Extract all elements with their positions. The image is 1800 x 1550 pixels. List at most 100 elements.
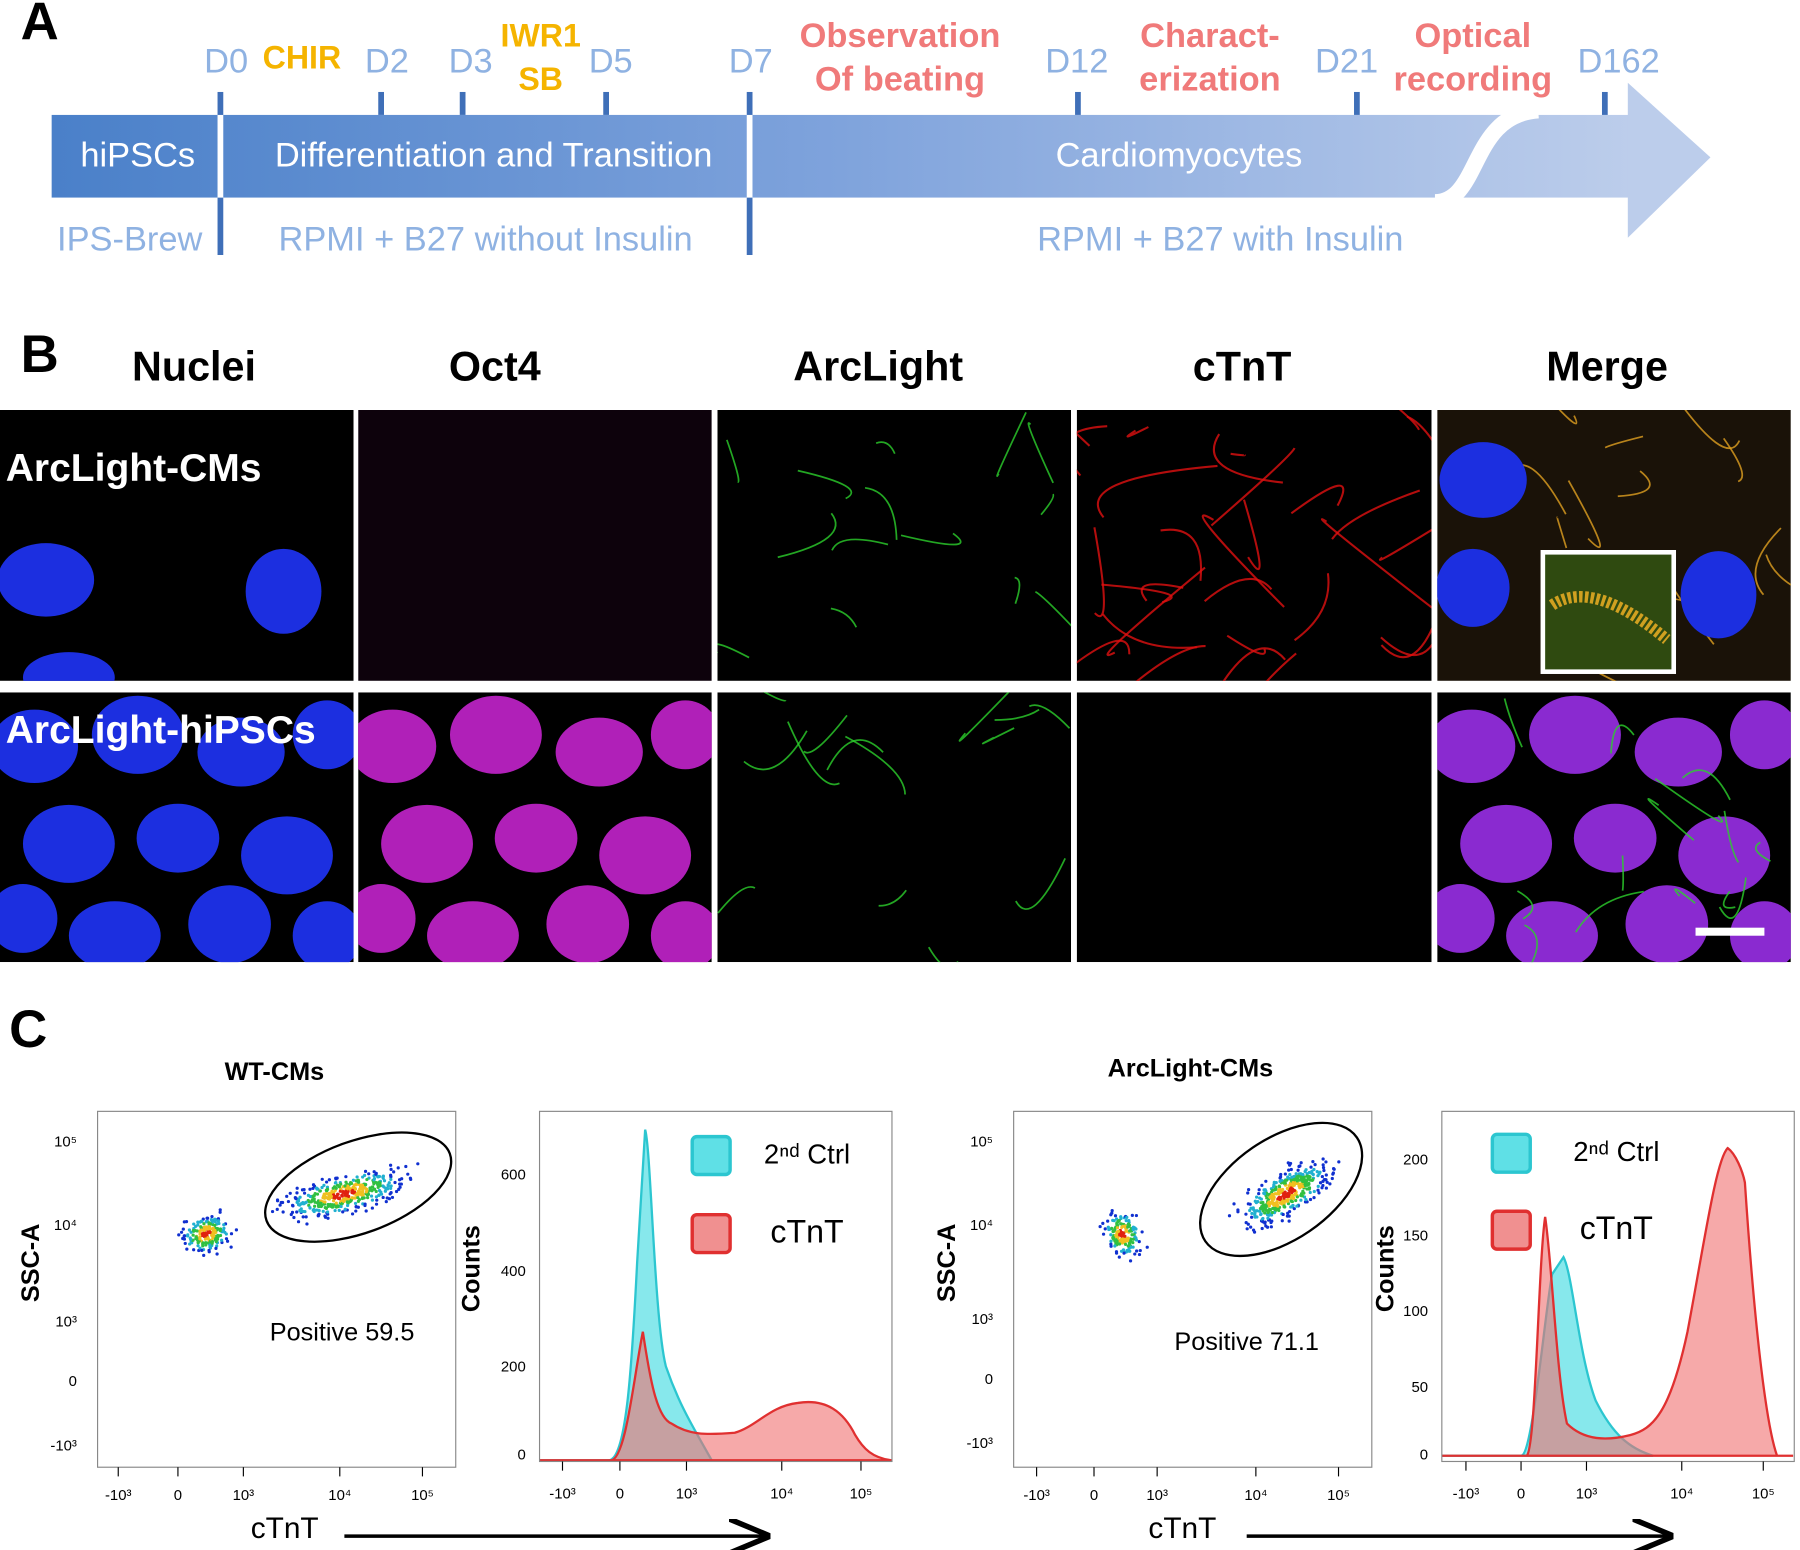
event-dot xyxy=(1315,1170,1319,1174)
nucleus xyxy=(1680,551,1757,639)
event-dot xyxy=(1114,1251,1119,1255)
event-dot xyxy=(341,1191,345,1195)
column-header: Oct4 xyxy=(449,344,541,390)
event-dot xyxy=(1250,1211,1254,1216)
fiber xyxy=(797,469,853,500)
event-dot xyxy=(305,1222,309,1226)
event-dot xyxy=(393,1180,397,1185)
event-dot xyxy=(1126,1238,1130,1243)
event-dot xyxy=(343,1207,347,1211)
event-dot xyxy=(1118,1239,1122,1243)
event-dot xyxy=(322,1183,326,1187)
event-dot xyxy=(1269,1213,1274,1217)
nucleus xyxy=(1573,803,1657,873)
event-dot xyxy=(346,1203,350,1208)
fiber xyxy=(1754,527,1782,596)
event-dot xyxy=(338,1189,342,1193)
gate xyxy=(264,1131,453,1243)
event-dot xyxy=(206,1227,210,1231)
event-dot xyxy=(398,1182,402,1186)
event-dot xyxy=(218,1208,222,1212)
medium: RPMI + B27 without Insulin xyxy=(278,220,692,258)
event-dot xyxy=(1305,1174,1309,1178)
x-tick-label: 0 xyxy=(1090,1487,1098,1504)
event-dot xyxy=(314,1186,319,1190)
event-dot xyxy=(203,1225,208,1229)
event-dot xyxy=(408,1176,412,1180)
event-dot xyxy=(199,1225,203,1229)
event-dot xyxy=(1127,1219,1131,1223)
nucleus xyxy=(427,901,519,963)
event-dot xyxy=(1115,1221,1119,1225)
fiber xyxy=(981,727,1015,745)
fiber xyxy=(1765,554,1791,586)
event-dot xyxy=(1101,1221,1105,1226)
event-dot xyxy=(1116,1229,1121,1234)
event-dot xyxy=(206,1236,210,1240)
x-tick-label: 10³ xyxy=(676,1486,698,1503)
legend-swatch xyxy=(690,1134,732,1177)
event-dot xyxy=(1246,1222,1250,1226)
nucleus xyxy=(1634,717,1722,787)
event-dot xyxy=(1285,1186,1289,1191)
event-dot xyxy=(218,1233,223,1238)
event-dot xyxy=(1316,1188,1320,1192)
event-dot xyxy=(1278,1179,1282,1183)
event-dot xyxy=(341,1199,346,1203)
event-dot xyxy=(300,1202,304,1206)
event-dot xyxy=(1270,1210,1274,1215)
event-dot xyxy=(1123,1224,1127,1228)
event-dot xyxy=(220,1238,224,1242)
event-dot xyxy=(370,1206,374,1210)
event-dot xyxy=(304,1215,308,1219)
fiber xyxy=(1718,877,1747,920)
fiber xyxy=(1723,810,1740,863)
timepoint: D3 xyxy=(449,42,493,80)
event-dot xyxy=(324,1180,329,1184)
x-tick-label: 10⁴ xyxy=(328,1487,351,1504)
event-dot xyxy=(389,1177,393,1181)
event-dot xyxy=(1123,1234,1127,1238)
event-dot xyxy=(381,1175,385,1179)
nucleus xyxy=(0,543,95,617)
nucleus xyxy=(555,717,643,787)
fiber xyxy=(1290,484,1345,515)
micrographs xyxy=(0,409,1791,963)
nucleus xyxy=(1729,700,1791,770)
nucleus xyxy=(0,709,79,784)
event-dot xyxy=(378,1184,382,1188)
event-dot xyxy=(365,1177,369,1182)
fiber xyxy=(1093,527,1105,618)
legend-swatch xyxy=(690,1212,732,1255)
timepoint: D12 xyxy=(1045,42,1108,80)
event-dot xyxy=(346,1185,350,1189)
fiber xyxy=(830,607,858,628)
event-dot xyxy=(189,1230,193,1234)
timepoint: D2 xyxy=(365,42,409,80)
gate-label: Positive 71.1 xyxy=(1174,1328,1319,1356)
event-dot xyxy=(1278,1197,1282,1202)
fiber xyxy=(1320,518,1432,609)
event-dot xyxy=(369,1194,374,1198)
plot-title: WT-CMs xyxy=(225,1058,325,1086)
event-dot xyxy=(196,1220,200,1224)
event-dot xyxy=(198,1237,202,1241)
event-dot xyxy=(1281,1201,1285,1205)
plot-title: ArcLight-CMs xyxy=(1108,1055,1274,1083)
event-dot xyxy=(270,1209,275,1214)
x-tick-label: -10³ xyxy=(1453,1486,1480,1503)
event-dot xyxy=(1270,1200,1274,1204)
event-dot xyxy=(334,1186,338,1190)
fiber xyxy=(1684,409,1741,450)
background xyxy=(1076,692,1432,963)
event-dot xyxy=(192,1222,196,1226)
event-dot xyxy=(1274,1186,1278,1190)
event-dot xyxy=(320,1177,324,1181)
event-dot xyxy=(1282,1204,1286,1208)
event-dot xyxy=(1117,1242,1122,1246)
event-dot xyxy=(275,1198,280,1202)
event-dot xyxy=(1271,1192,1276,1197)
event-dot xyxy=(325,1187,330,1191)
fiber xyxy=(1076,425,1108,477)
fiber xyxy=(1379,528,1432,561)
